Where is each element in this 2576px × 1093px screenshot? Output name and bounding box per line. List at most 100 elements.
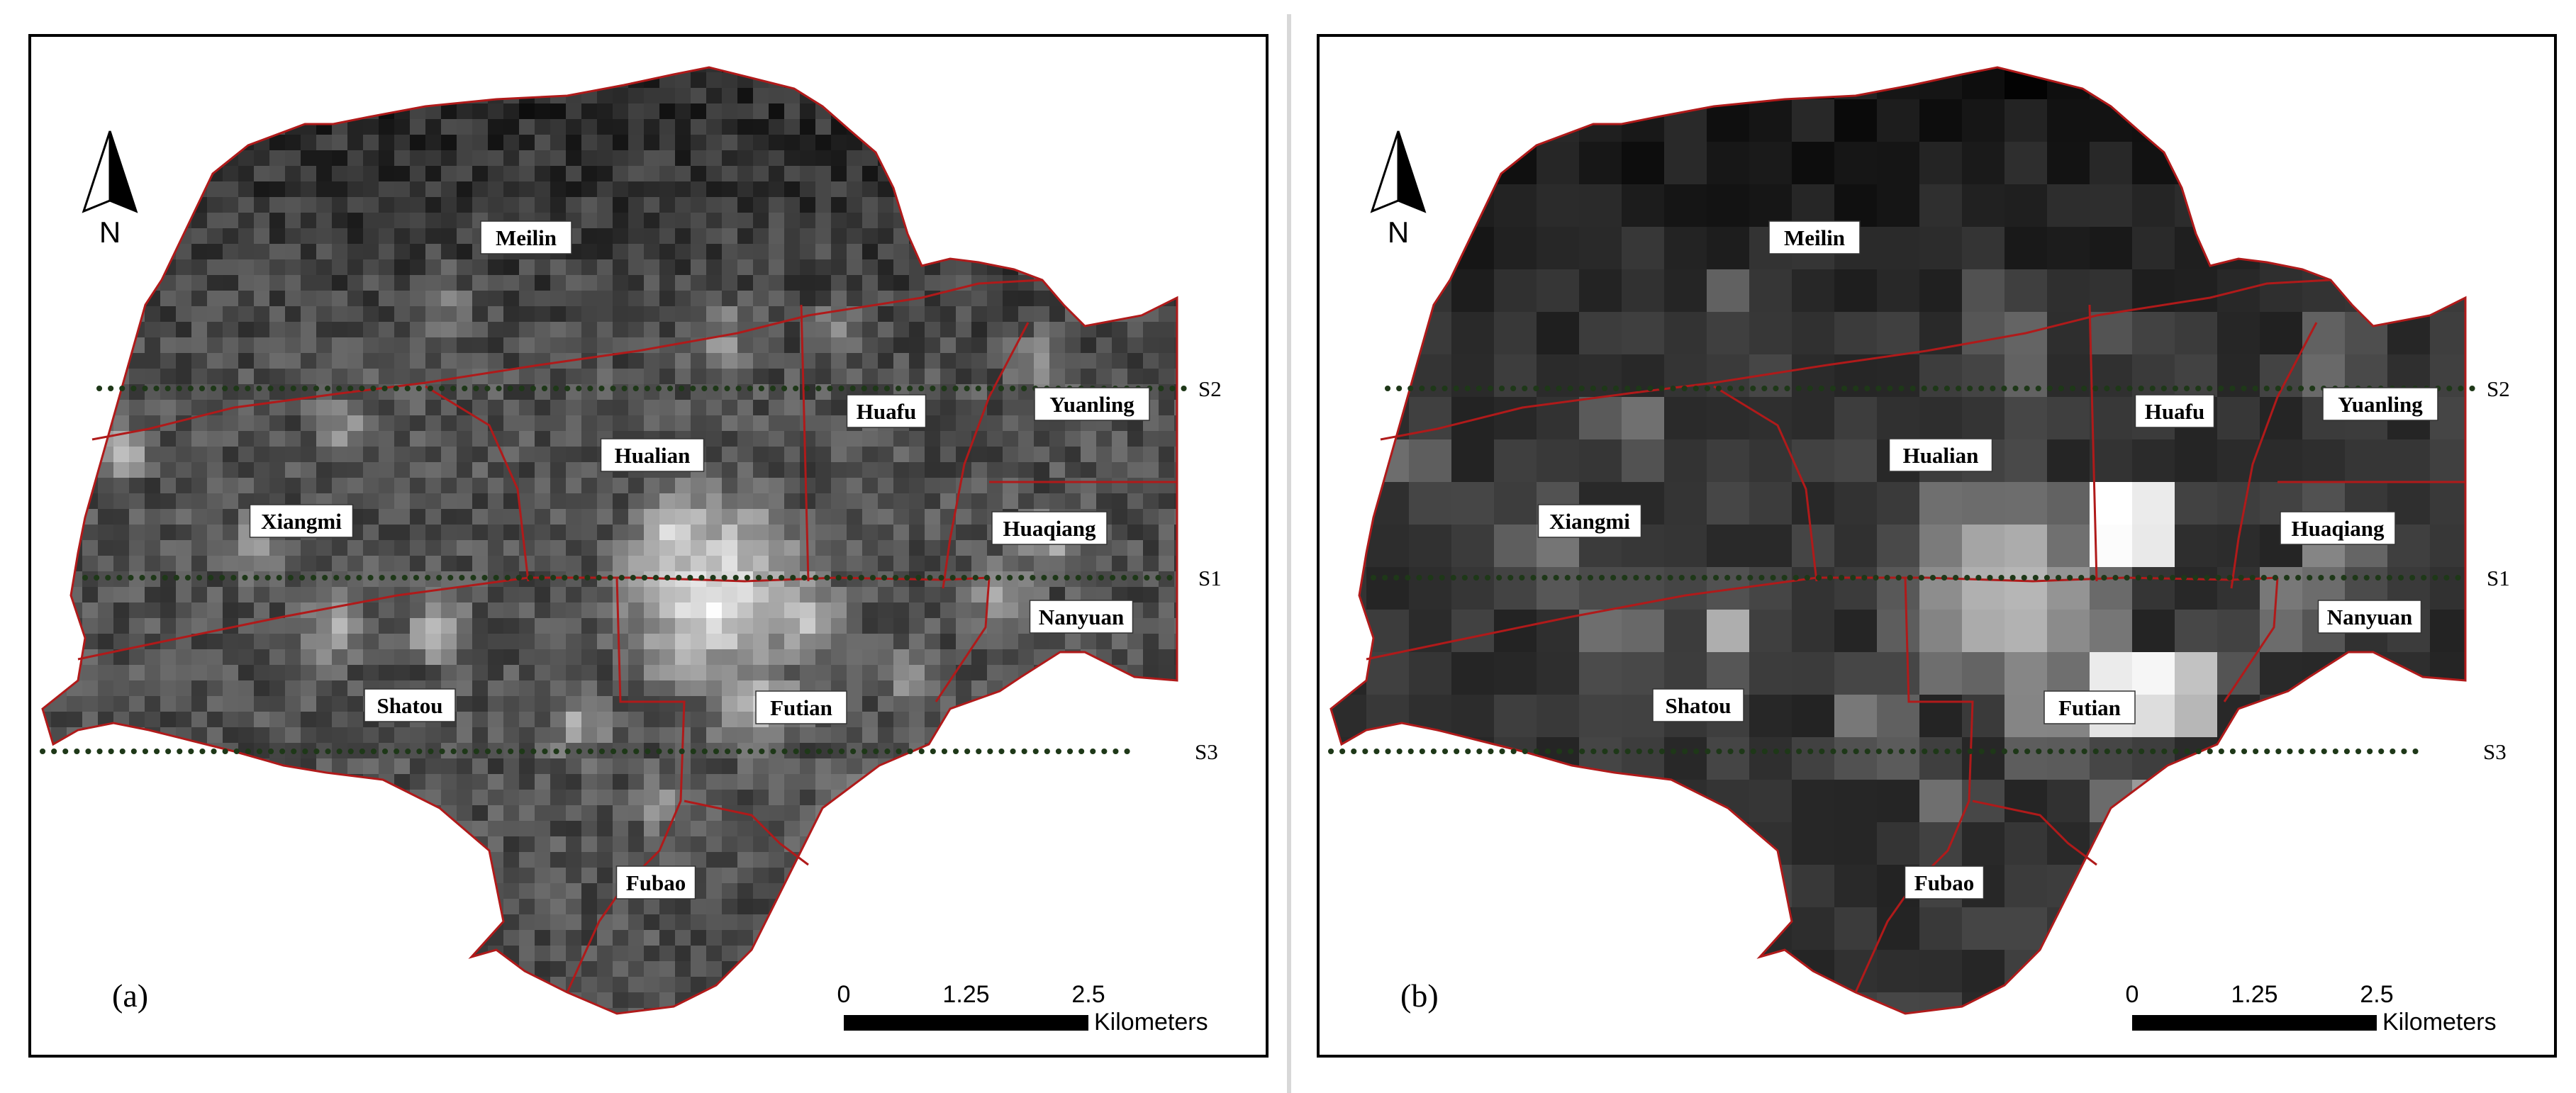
district-label-text: Hualian <box>615 443 691 468</box>
transect-s3: S3 <box>40 739 1218 764</box>
district-boundary <box>566 577 686 993</box>
district-label-nanyuan: Nanyuan <box>2317 600 2422 634</box>
district-label-shatou: Shatou <box>364 688 456 722</box>
transect-label: S2 <box>1198 376 1222 401</box>
district-label-futian: Futian <box>755 690 847 724</box>
district-label-fubao: Fubao <box>1904 865 1985 899</box>
scale-tick-label: 0 <box>837 981 851 1008</box>
district-label-hualian: Hualian <box>600 438 705 472</box>
transect-s2: S2 <box>96 376 1222 401</box>
district-label-text: Hualian <box>1903 443 1979 468</box>
district-label-text: Nanyuan <box>1039 605 1125 629</box>
district-label-text: Futian <box>770 695 832 720</box>
north-arrow-icon: N <box>1370 130 1427 249</box>
transect-s1: S1 <box>1371 566 2510 590</box>
scale-unit-label: Kilometers <box>2382 1009 2497 1036</box>
map-panel-b: S2 S1 S3 Meilin Hualian Huafu Yuanling Xiangmi H… <box>1288 0 2576 1093</box>
district-label-meilin: Meilin <box>480 220 572 254</box>
district-label-box <box>364 688 456 722</box>
transect-s3: S3 <box>1328 739 2507 764</box>
transect-label: S3 <box>2483 739 2507 764</box>
district-boundary <box>942 322 1030 589</box>
district-boundary <box>1972 800 2097 866</box>
district-label-text: Xiangmi <box>261 509 342 534</box>
district-label-box <box>1029 600 1134 634</box>
district-label-box <box>2280 511 2396 545</box>
district-label-text: Meilin <box>496 225 557 250</box>
district-label-box <box>2317 600 2422 634</box>
district-label-box <box>1537 504 1642 538</box>
district-label-box <box>1888 438 1993 472</box>
district-label-box <box>846 394 927 428</box>
district-labels: Meilin Hualian Huafu Yuanling Xiangmi Huaqian… <box>1537 220 2438 899</box>
district-label-huaqiang: Huaqiang <box>2280 511 2396 545</box>
district-label-text: Meilin <box>1784 225 1845 250</box>
district-label-box <box>480 220 572 254</box>
district-label-text: Huaqiang <box>2292 516 2385 541</box>
transect-s2: S2 <box>1385 376 2510 401</box>
district-label-box <box>755 690 847 724</box>
district-boundary <box>800 304 810 582</box>
district-boundary <box>1380 279 2331 441</box>
transect-label: S1 <box>2487 566 2510 590</box>
district-label-shatou: Shatou <box>1652 688 1744 722</box>
district-label-text: Shatou <box>377 693 442 718</box>
district-label-yuanling: Yuanling <box>1034 387 1150 421</box>
district-label-box <box>2322 387 2438 421</box>
scale-tick-label: 0 <box>2126 981 2139 1008</box>
district-label-text: Yuanling <box>1049 392 1134 417</box>
north-label: N <box>99 215 121 249</box>
district-label-yuanling: Yuanling <box>2322 387 2438 421</box>
district-label-nanyuan: Nanyuan <box>1029 600 1134 634</box>
district-label-box <box>615 865 696 899</box>
district-label-fubao: Fubao <box>615 865 696 899</box>
district-label-text: Futian <box>2058 695 2121 720</box>
district-label-text: Huafu <box>2145 399 2204 424</box>
district-label-box <box>2134 394 2215 428</box>
district-label-box <box>1904 865 1985 899</box>
district-label-xiangmi: Xiangmi <box>1537 504 1642 538</box>
district-boundary <box>2230 322 2318 589</box>
north-arrow-icon: N <box>82 130 138 249</box>
district-label-hualian: Hualian <box>1888 438 1993 472</box>
district-boundary <box>2223 577 2279 702</box>
district-label-box <box>2043 690 2136 724</box>
scale-unit-label: Kilometers <box>1094 1009 1208 1036</box>
panel-label: (b) <box>1400 977 1439 1014</box>
district-label-box <box>1652 688 1744 722</box>
district-label-text: Nanyuan <box>2327 605 2413 629</box>
district-label-text: Shatou <box>1665 693 1731 718</box>
district-boundary <box>77 576 990 661</box>
district-label-box <box>249 504 354 538</box>
district-boundary <box>1713 385 1818 582</box>
district-boundary <box>935 577 991 702</box>
district-label-text: Huaqiang <box>1003 516 1096 541</box>
north-label: N <box>1388 215 1409 249</box>
district-label-huaqiang: Huaqiang <box>991 511 1108 545</box>
district-label-box <box>1034 387 1150 421</box>
map-panel-a: S2 S1 S3 Meilin Hualian Huafu Yuanling Xiangmi H… <box>28 34 1269 1058</box>
district-label-text: Yuanling <box>2338 392 2423 417</box>
district-label-text: Huafu <box>857 399 916 424</box>
district-boundary <box>1854 577 1974 993</box>
district-label-box <box>600 438 705 472</box>
district-boundary <box>684 800 809 866</box>
district-label-futian: Futian <box>2043 690 2136 724</box>
panel-divider <box>1287 14 1291 1093</box>
district-label-text: Fubao <box>1914 870 1974 895</box>
district-label-huafu: Huafu <box>2134 394 2215 428</box>
map-svg-b: S2 S1 S3 Meilin Hualian Huafu Yuanling Xiangmi H… <box>1317 34 2557 1058</box>
district-label-xiangmi: Xiangmi <box>249 504 354 538</box>
district-label-box <box>1768 220 1861 254</box>
district-boundary <box>1366 576 2278 661</box>
scale-bar-fill <box>2132 1015 2377 1031</box>
district-label-huafu: Huafu <box>846 394 927 428</box>
district-label-text: Xiangmi <box>1549 509 1630 534</box>
scale-tick-label: 2.5 <box>1071 981 1105 1008</box>
transect-label: S1 <box>1198 566 1222 590</box>
panel-label: (a) <box>112 977 148 1014</box>
district-label-box <box>991 511 1108 545</box>
scale-tick-label: 1.25 <box>942 981 989 1008</box>
